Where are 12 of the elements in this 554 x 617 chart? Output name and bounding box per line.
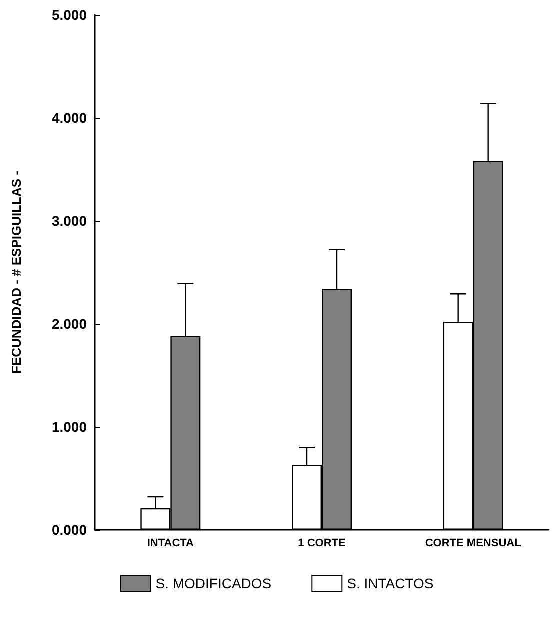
y-tick-label: 0.000	[52, 522, 88, 538]
y-tick-label: 4.000	[52, 110, 88, 126]
x-tick-label: 1 CORTE	[298, 538, 346, 550]
legend-label: S. INTACTOS	[347, 576, 434, 592]
y-tick-label: 2.000	[52, 316, 88, 332]
y-axis-title: FECUNDIDAD - # ESPIGUILLAS -	[9, 171, 24, 374]
y-tick-label: 1.000	[52, 419, 88, 435]
y-tick-label: 5.000	[52, 7, 88, 23]
x-tick-label: INTACTA	[147, 538, 194, 550]
y-tick-label: 3.000	[52, 213, 88, 229]
legend-label: S. MODIFICADOS	[156, 576, 272, 592]
x-tick-label: CORTE MENSUAL	[425, 538, 522, 550]
